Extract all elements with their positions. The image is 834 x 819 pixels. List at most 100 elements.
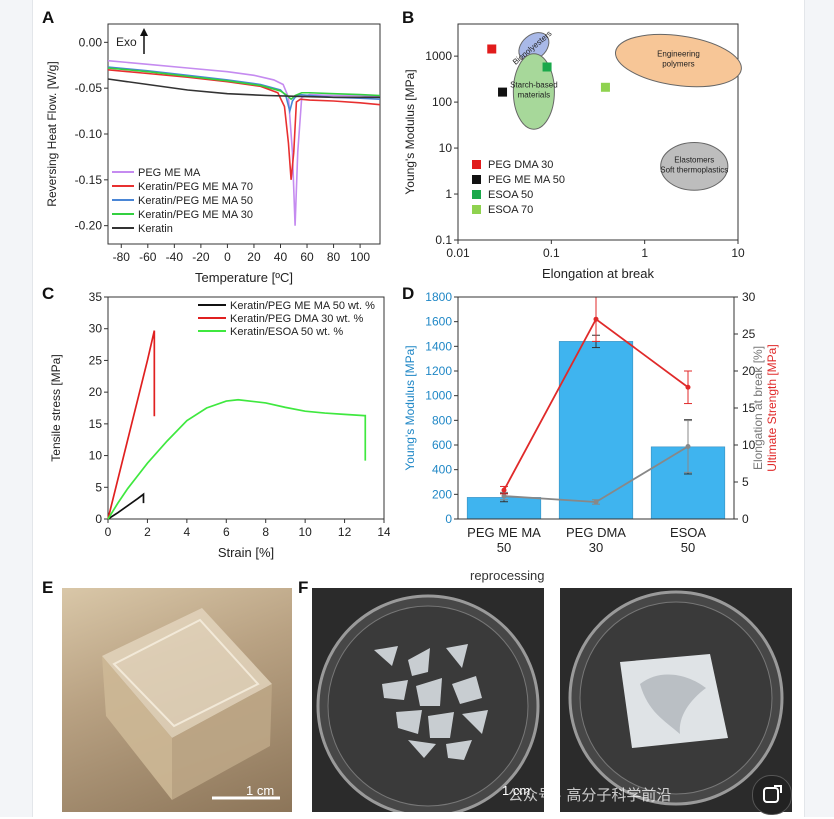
- y-tick-label-c: 0: [95, 512, 102, 526]
- region-label-b-3: Soft thermoplastics: [660, 165, 728, 174]
- legend-label-c-1: Keratin/PEG DMA 30 wt. %: [230, 313, 363, 325]
- region-b-3: [660, 141, 729, 191]
- category-label-d-0: PEG ME MA: [467, 525, 541, 540]
- point-b-2: [542, 62, 552, 72]
- category-label-d-1: PEG DMA: [566, 525, 626, 540]
- legend-label-a-2: Keratin/PEG ME MA 50: [138, 195, 253, 207]
- y-tick-label-a: -0.15: [75, 173, 103, 187]
- x-tick-label-c: 4: [184, 525, 191, 539]
- y-tick-label-a: -0.20: [75, 219, 103, 233]
- watermark-text: 公众号 · 高分子科学前沿: [508, 787, 672, 804]
- y-tick-label-c: 15: [89, 417, 103, 431]
- x-tick-label-a: -80: [113, 250, 131, 264]
- legend-label-a-0: PEG ME MA: [138, 167, 201, 179]
- region-label-b-1: materials: [518, 91, 550, 100]
- y-tick-label-a: -0.05: [75, 81, 103, 95]
- legend-swatch-b-3: [472, 205, 481, 214]
- x-axis-label-a: Temperature [ºC]: [195, 270, 293, 285]
- y-tick-label-b: 100: [432, 95, 452, 109]
- category-label-d-1: 30: [589, 540, 603, 555]
- y-tick-label-a: 0.00: [79, 35, 103, 49]
- legend-swatch-b-2: [472, 190, 481, 199]
- y-tick-right-label-d: 15: [742, 401, 756, 415]
- y-axis-label-a: Reversing Heat Flow. [W/g]: [45, 61, 59, 206]
- legend-label-b-2: ESOA 50: [488, 189, 533, 201]
- x-tick-label-a: 40: [274, 250, 288, 264]
- region-label-b-1: Starch-based: [510, 81, 558, 90]
- x-tick-label-c: 14: [377, 525, 390, 539]
- y-tick-label-c: 35: [89, 290, 103, 304]
- region-b-1: [512, 53, 555, 130]
- exo-label-a: Exo: [116, 35, 137, 49]
- x-tick-label-c: 10: [298, 525, 312, 539]
- legend-swatch-b-1: [472, 175, 481, 184]
- y-axis-right-label-1-d: Elongation at break [%]: [751, 346, 765, 470]
- series-line-a-3: [107, 67, 381, 101]
- y-tick-label-c: 10: [89, 449, 103, 463]
- legend-label-c-0: Keratin/PEG ME MA 50 wt. %: [230, 300, 375, 312]
- legend-label-a-1: Keratin/PEG ME MA 70: [138, 181, 253, 193]
- x-axis-label-c: Strain [%]: [218, 545, 274, 560]
- y-tick-label-b: 0.1: [435, 233, 452, 247]
- panel-label-c: C: [42, 284, 55, 303]
- x-tick-label-a: 20: [247, 250, 261, 264]
- chart-d-bars: 0 200 400 600 800 1000 1200 1400 1600 1800 0 5 10 15 2…: [403, 290, 779, 555]
- y-axis-label-c: Tensile stress [MPa]: [49, 354, 63, 461]
- y-axis-label-d: Young's Modulus [MPa]: [403, 345, 417, 470]
- series-line-a-1: [107, 69, 381, 180]
- y-tick-right-label-d: 5: [742, 475, 749, 489]
- y-tick-label-d: 1600: [425, 315, 452, 329]
- x-tick-label-b: 10: [731, 246, 745, 260]
- bar-d-1: [558, 341, 634, 520]
- x-axis-label-b: Elongation at break: [542, 266, 655, 281]
- x-tick-label-c: 8: [262, 525, 269, 539]
- y-tick-label-c: 20: [89, 385, 103, 399]
- panel-label-f: F: [298, 578, 309, 597]
- series-point-d-1: [685, 443, 691, 449]
- chart-c-tensile: 0 2 4 6 8 10 12 14 0 5 10 15 20 25 30 35 Strain [%] Tensi…: [49, 290, 390, 560]
- series-point-d-1: [501, 493, 507, 499]
- page-right-margin: [804, 0, 834, 817]
- point-b-0: [487, 44, 497, 54]
- legend-label-a-3: Keratin/PEG ME MA 30: [138, 209, 253, 221]
- y-tick-label-d: 400: [432, 463, 452, 477]
- legend-label-c-2: Keratin/ESOA 50 wt. %: [230, 326, 343, 338]
- y-tick-right-label-d: 20: [742, 364, 756, 378]
- x-tick-label-c: 12: [338, 525, 352, 539]
- legend-label-b-1: PEG ME MA 50: [488, 174, 565, 186]
- share-glyph: [763, 785, 782, 803]
- region-label-b-3: Elastomers: [674, 155, 714, 164]
- series-point-d-2: [501, 487, 507, 493]
- x-tick-label-a: -40: [166, 250, 184, 264]
- y-tick-right-label-d: 25: [742, 327, 756, 341]
- y-tick-label-b: 1000: [425, 49, 452, 63]
- x-tick-label-a: 0: [224, 250, 231, 264]
- panel-label-e: E: [42, 578, 54, 597]
- share-icon[interactable]: [752, 775, 792, 815]
- chart-a-dsc: -80 -60 -40 -20 0 20 40 60 80 100 0.00 -0.05 -0.10 -0…: [45, 23, 381, 285]
- category-label-d-2: ESOA: [670, 525, 706, 540]
- page-left-margin: [0, 0, 32, 817]
- series-line-a-4: [107, 78, 380, 99]
- reprocessing-label: reprocessing: [470, 568, 545, 583]
- cube-illustration: [102, 608, 280, 800]
- region-label-b-2: Engineering: [657, 50, 700, 59]
- y-tick-label-d: 600: [432, 438, 452, 452]
- x-tick-label-b: 0.1: [543, 246, 560, 260]
- chart-b-ashby: BiopolyestersStarch-basedmaterialsEngine…: [403, 23, 745, 281]
- photo-f-fragments: [312, 588, 544, 812]
- panel-label-a: A: [42, 8, 55, 27]
- x-tick-label-a: 60: [300, 250, 314, 264]
- y-axis-right-label-2-d: Ultimate Strength [MPa]: [765, 344, 779, 471]
- x-tick-label-c: 6: [223, 525, 230, 539]
- y-tick-label-d: 1800: [425, 290, 452, 304]
- y-tick-right-label-d: 30: [742, 290, 756, 304]
- x-tick-label-b: 0.01: [446, 246, 470, 260]
- y-tick-label-d: 1400: [425, 339, 452, 353]
- y-tick-right-label-d: 0: [742, 512, 749, 526]
- scale-bar-e: 1 cm: [246, 783, 275, 798]
- panel-label-d: D: [402, 284, 415, 303]
- y-tick-label-d: 1000: [425, 389, 452, 403]
- scale-bar-f: 1 cm: [502, 783, 531, 798]
- point-b-3: [600, 82, 610, 92]
